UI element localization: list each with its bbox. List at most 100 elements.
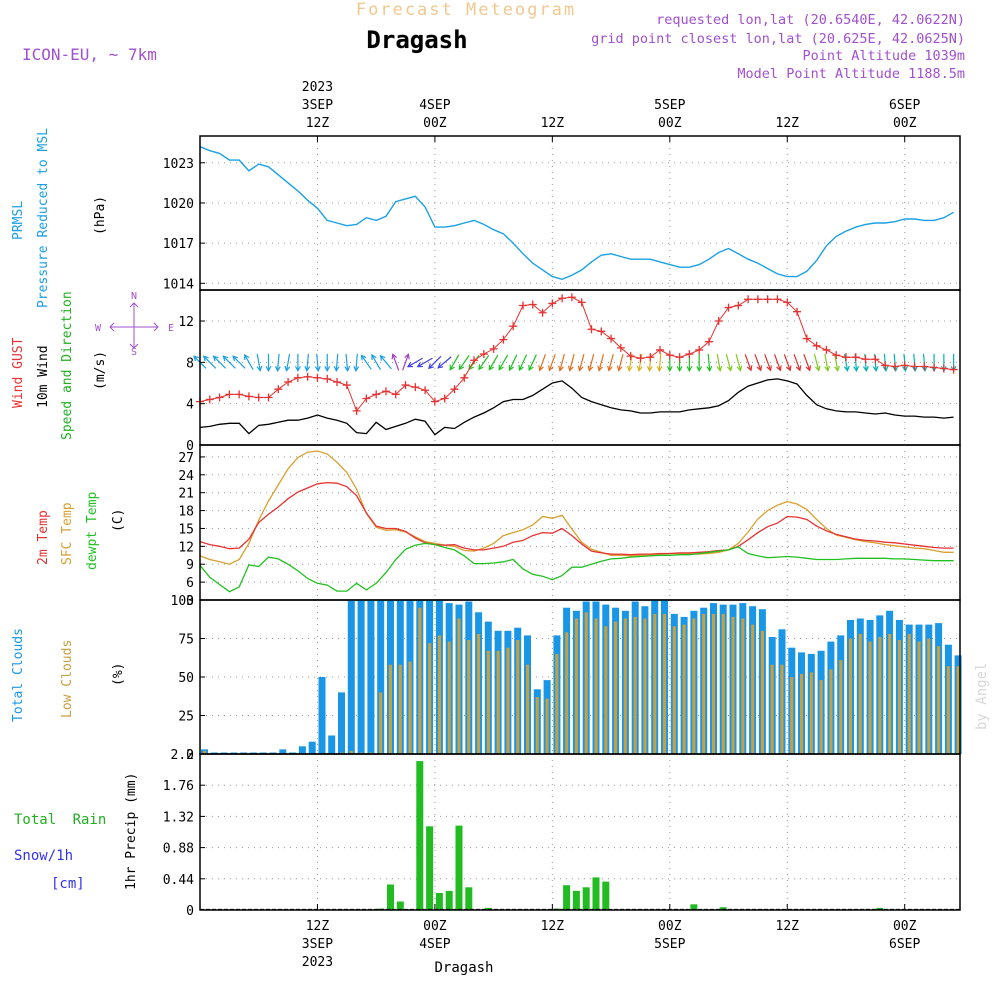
low-cloud-bar [457, 618, 461, 754]
panels-group: 1014101710201023048123691215182124270255… [163, 135, 962, 919]
low-cloud-bar [516, 640, 520, 754]
pressure-ytick-label: 1014 [163, 277, 194, 292]
wind-direction-arrow [391, 353, 400, 371]
wind-arrow-head [627, 365, 633, 372]
bottom-time-label: 12Z [541, 919, 565, 934]
gust-point [254, 393, 263, 402]
low-cloud-bar [477, 633, 481, 754]
rain-bar [396, 901, 404, 910]
low-cloud-bar [702, 613, 706, 754]
low-cloud-bar [437, 635, 441, 754]
wind-direction-arrow [764, 354, 772, 372]
wind-arrow-shaft [371, 354, 381, 370]
wind-arrow-shaft [608, 353, 614, 371]
temperature-panel: 3 6 9 12 15 18 21 24 27 [178, 444, 961, 609]
wind-arrow-head [538, 365, 544, 372]
total-cloud-bar [367, 600, 375, 754]
wind-direction-arrow [304, 353, 311, 373]
wind-direction-arrow [212, 355, 227, 369]
low-cloud-bar [692, 618, 696, 754]
wind-arrow-shaft [528, 354, 537, 371]
compass-arrows-icon [109, 302, 159, 349]
wind-arrow-head [882, 365, 889, 373]
temp-unit-label: (C) [111, 509, 126, 532]
gust-point [783, 298, 792, 307]
wind-arrow-shaft [735, 353, 742, 371]
wind-arrow-shaft [437, 356, 452, 369]
wind-direction-arrow [706, 353, 713, 373]
gust-point [930, 363, 939, 372]
wind-arrow-shaft [498, 354, 509, 370]
low-cloud-bar [203, 750, 207, 754]
gust-point [822, 345, 831, 354]
bottom-time-label: 00Z [893, 919, 917, 934]
wind-arrow-shaft [539, 354, 547, 371]
wind-arrow-shaft [276, 353, 280, 371]
wind-direction-arrow [538, 354, 547, 372]
wind-arrow-shaft [402, 354, 410, 371]
wind-arrow-head [756, 365, 763, 372]
pressure-unit-label: (hPa) [93, 196, 108, 235]
low-cloud-bar [927, 638, 931, 754]
pressure-side-labels: PRMSL Pressure Reduced to MSL (hPa) [11, 128, 108, 308]
top-time-label: 00Z [893, 116, 917, 131]
low-cloud-bar [790, 677, 794, 754]
gust-line [199, 296, 954, 412]
low-cloud-bar [584, 612, 588, 754]
wind-arrow-head [391, 353, 397, 360]
wind-arrow-shaft [588, 353, 595, 371]
gust-label: Wind GUST [11, 337, 26, 408]
bottom-time-label: 00Z [423, 919, 447, 934]
low-cloud-bar [888, 633, 892, 754]
gust-point [881, 361, 890, 370]
gust-point [773, 295, 782, 304]
low-cloud-bar [496, 650, 500, 754]
low-cloud-bar [398, 664, 402, 754]
low-cloud-bar [721, 613, 725, 754]
wind-direction-arrow [256, 353, 263, 372]
wind-arrow-head [324, 366, 331, 373]
precip-ytick-label: 1.76 [163, 779, 194, 794]
rain-bar [435, 893, 443, 910]
temperature-ytick-label: 6 [186, 576, 194, 591]
wind-direction-arrow [406, 357, 423, 368]
gust-point [656, 345, 665, 354]
rain-bar [572, 890, 580, 910]
wind-arrow-head [256, 365, 263, 372]
location-title: Dragash [366, 26, 467, 54]
wind-arrow-head [872, 365, 879, 373]
pressure-panel: 1014 1017 1020 1023 [163, 135, 961, 292]
wind-direction-arrow [344, 353, 351, 373]
wind-arrow-shaft [256, 353, 261, 371]
gust-point [479, 350, 488, 359]
rain-bar [416, 761, 424, 910]
top-time-label: 4SEP [419, 98, 450, 113]
gust-point [215, 393, 224, 402]
low-cloud-bar [604, 626, 608, 754]
low-cloud-bar [663, 613, 667, 754]
pressure-ytick-label: 1023 [163, 157, 194, 172]
low-cloud-bar [486, 650, 490, 754]
cloud-side-labels: Total Clouds Low Clouds (%) [11, 628, 126, 722]
bottom-time-label: 3SEP [302, 937, 333, 952]
wind-arrow-shaft [569, 353, 575, 371]
gust-point [381, 387, 390, 396]
gust-point [274, 385, 283, 394]
wind-direction-arrow [232, 355, 246, 369]
total-cloud-bar [328, 735, 336, 754]
gust-point [812, 341, 821, 350]
gust-point [597, 327, 606, 336]
wind-arrow-shaft [783, 354, 791, 371]
wind-arrow-shaft [658, 353, 662, 371]
wind-ytick-label: 4 [186, 398, 194, 413]
top-time-label: 00Z [423, 116, 447, 131]
wind-arrow-head [902, 365, 908, 373]
watermark: by Angel [974, 663, 990, 730]
wind-speed-line [199, 378, 954, 436]
compass-e: E [168, 323, 174, 334]
rain-bar [445, 890, 453, 910]
low-cloud-bar [937, 646, 941, 754]
wind-arrow-head [314, 365, 321, 373]
wind-direction-arrow [793, 354, 802, 372]
cloud-unit-label: (%) [111, 663, 126, 686]
